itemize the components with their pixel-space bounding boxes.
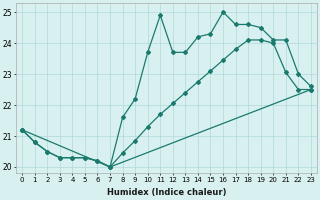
X-axis label: Humidex (Indice chaleur): Humidex (Indice chaleur) xyxy=(107,188,226,197)
